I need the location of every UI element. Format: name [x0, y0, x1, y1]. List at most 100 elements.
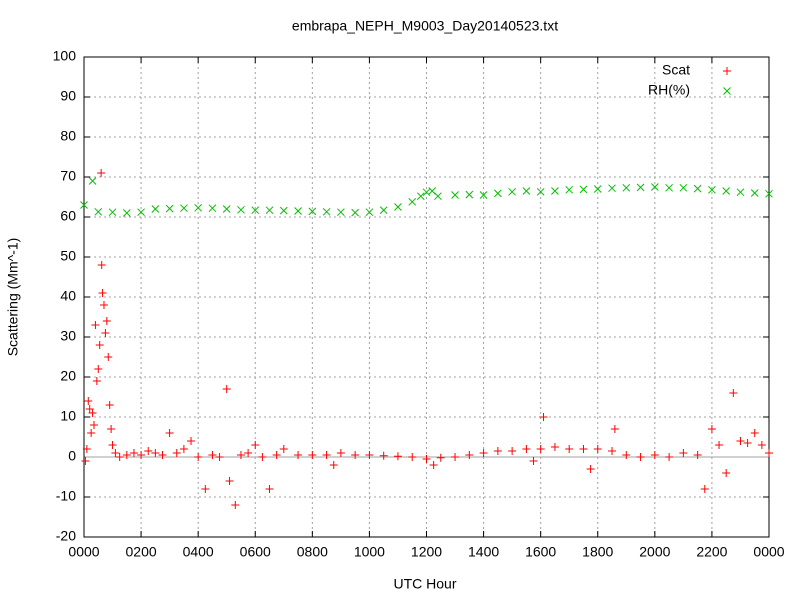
data-point — [236, 451, 245, 459]
data-point — [479, 449, 488, 457]
data-point — [322, 451, 331, 459]
data-point — [593, 185, 602, 193]
data-point — [265, 206, 274, 215]
data-point — [122, 209, 131, 217]
y-tick-label: 0 — [68, 448, 76, 464]
data-point — [529, 457, 538, 465]
data-point — [551, 187, 559, 195]
data-point — [158, 451, 167, 459]
data-point — [107, 425, 116, 433]
data-point — [408, 453, 417, 461]
data-point — [750, 429, 759, 437]
data-point — [94, 365, 103, 373]
data-point — [636, 183, 645, 192]
data-point — [122, 451, 131, 459]
y-tick-label: 90 — [60, 88, 76, 104]
data-point — [665, 183, 673, 192]
data-point — [97, 261, 106, 269]
data-point — [337, 208, 345, 217]
data-point — [95, 341, 104, 349]
data-point — [416, 192, 425, 201]
data-point — [180, 204, 188, 213]
x-tick-label: 0000 — [753, 544, 784, 560]
data-point — [251, 206, 260, 215]
data-point — [208, 204, 217, 213]
x-tick-label: 0200 — [126, 544, 157, 560]
data-point — [451, 191, 459, 199]
data-point — [172, 449, 181, 457]
y-tick-label: -10 — [56, 488, 76, 504]
data-point — [729, 389, 738, 397]
legend-marker — [723, 87, 731, 95]
chart-title: embrapa_NEPH_M9003_Day20140523.txt — [292, 18, 558, 34]
data-point — [379, 206, 388, 215]
data-point — [522, 187, 531, 195]
data-point — [693, 184, 702, 193]
y-tick-label: 70 — [60, 168, 76, 184]
data-point — [179, 445, 188, 453]
y-tick-label: 100 — [53, 48, 77, 64]
y-tick-label: -20 — [56, 528, 76, 544]
data-point — [736, 437, 745, 445]
data-point — [608, 184, 616, 193]
data-point — [622, 451, 631, 459]
data-point — [194, 453, 203, 461]
data-point — [494, 189, 502, 198]
data-point — [201, 485, 210, 493]
data-point — [465, 190, 474, 199]
data-point — [715, 441, 724, 449]
data-point — [351, 208, 359, 217]
data-point — [765, 449, 773, 457]
data-point — [272, 451, 281, 459]
data-point — [679, 449, 688, 457]
data-point — [231, 501, 240, 509]
y-tick-label: 80 — [60, 128, 76, 144]
data-point — [208, 451, 217, 459]
data-point — [700, 485, 709, 493]
data-point — [151, 205, 160, 213]
data-point — [610, 425, 619, 433]
y-tick-label: 40 — [60, 288, 76, 304]
data-point — [88, 177, 97, 185]
data-point — [550, 443, 559, 451]
data-point — [451, 453, 460, 461]
data-point — [104, 353, 113, 361]
data-point — [98, 289, 107, 297]
data-point — [536, 187, 545, 196]
data-point — [336, 449, 345, 457]
x-tick-label: 2200 — [696, 544, 727, 560]
data-point — [89, 421, 98, 429]
data-point — [539, 413, 548, 421]
x-tick-label: 1400 — [468, 544, 499, 560]
data-point — [108, 441, 117, 449]
x-tick-label: 0000 — [68, 544, 99, 560]
data-point — [279, 445, 288, 453]
data-point — [365, 451, 374, 459]
legend-marker — [723, 67, 731, 75]
data-point — [151, 449, 160, 457]
x-tick-label: 0400 — [183, 544, 214, 560]
legend-label: Scat — [662, 62, 690, 78]
data-point — [408, 197, 417, 206]
data-point — [308, 451, 317, 459]
x-tick-label: 1800 — [582, 544, 613, 560]
data-point — [436, 453, 445, 462]
data-point — [708, 185, 716, 194]
data-point — [105, 401, 114, 409]
x-tick-label: 1600 — [525, 544, 556, 560]
data-point — [586, 465, 595, 473]
data-point — [722, 469, 731, 477]
data-point — [743, 439, 752, 447]
data-point — [279, 206, 288, 215]
data-point — [87, 429, 96, 437]
data-point — [251, 441, 260, 449]
data-point — [137, 208, 145, 217]
data-point — [265, 485, 274, 493]
data-point — [757, 441, 766, 449]
data-point — [479, 191, 488, 199]
y-tick-label: 20 — [60, 368, 76, 384]
x-tick-label: 1200 — [411, 544, 442, 560]
data-point — [707, 425, 716, 433]
data-point — [187, 437, 196, 445]
